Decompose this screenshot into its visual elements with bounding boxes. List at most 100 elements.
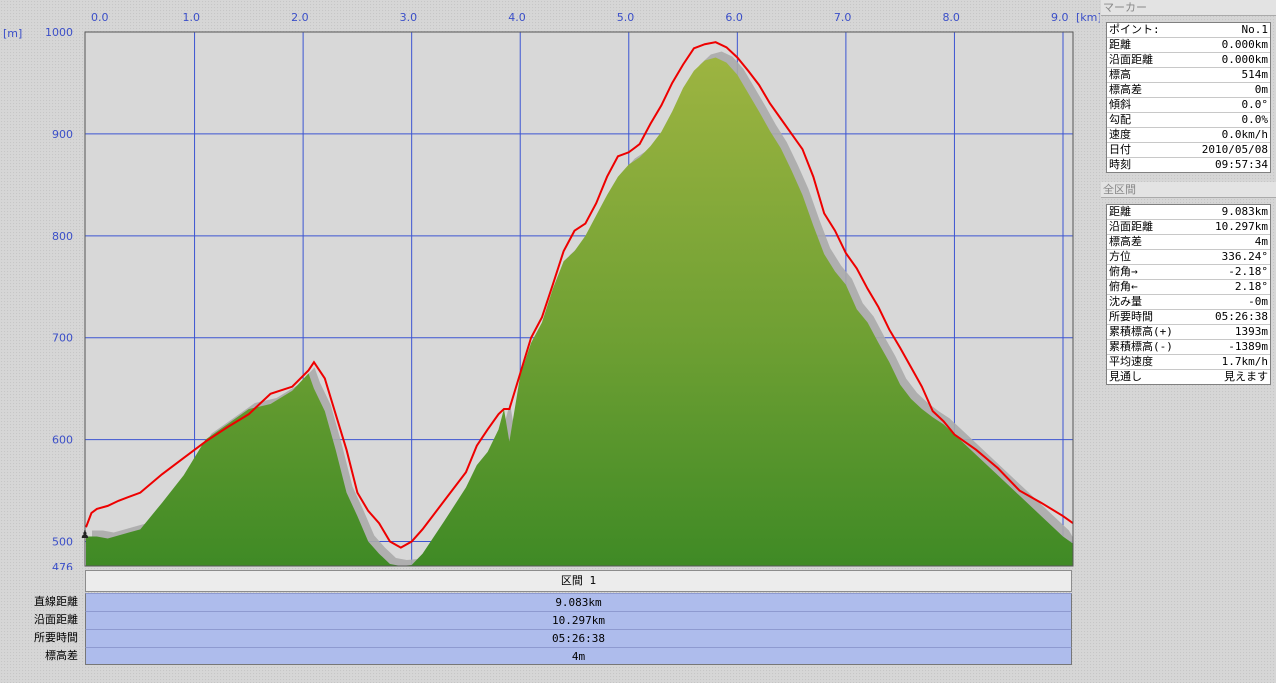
all-section-panel-title: 全区間	[1101, 182, 1276, 198]
info-row-label: 沿面距離	[1109, 220, 1153, 233]
x-tick-label: 3.0	[400, 11, 418, 24]
section-row-label: 直線距離	[34, 595, 78, 608]
info-row-value: 4m	[1254, 235, 1268, 248]
x-tick-label: 5.0	[617, 11, 635, 24]
x-tick-label: 8.0	[942, 11, 960, 24]
y-tick-label: 500	[52, 536, 73, 549]
info-row-label: 標高差	[1109, 235, 1142, 248]
marker-panel-title: マーカー	[1101, 0, 1276, 16]
x-tick-label: 7.0	[834, 11, 852, 24]
info-row: 標高 514m	[1107, 68, 1270, 83]
info-row-label: 累積標高(-)	[1109, 340, 1173, 353]
info-row-label: 傾斜	[1109, 98, 1131, 111]
info-row: 累積標高(+) 1393m	[1107, 325, 1270, 340]
info-row: 平均速度 1.7km/h	[1107, 355, 1270, 370]
section-row-value: 05:26:38	[85, 629, 1072, 647]
section-row-value: 9.083km	[85, 593, 1072, 611]
all-section-info-table: 距離 9.083km 沿面距離 10.297km 標高差 4m 方位 336.24° 俯角→ -2…	[1106, 204, 1271, 385]
info-row: 時刻 09:57:34	[1107, 158, 1270, 172]
info-row-value: 0.000km	[1221, 38, 1268, 51]
start-marker-icon[interactable]: ♟	[81, 527, 89, 542]
info-row-value: 10.297km	[1215, 220, 1268, 233]
info-row: 標高差 0m	[1107, 83, 1270, 98]
info-row: ポイント: No.1	[1107, 23, 1270, 38]
info-row-value: 9.083km	[1221, 205, 1268, 218]
info-row: 沈み量 -0m	[1107, 295, 1270, 310]
info-row: 見通し 見えます	[1107, 370, 1270, 384]
info-row-value: 0.000km	[1221, 53, 1268, 66]
info-row-label: 方位	[1109, 250, 1131, 263]
info-row: 日付 2010/05/08	[1107, 143, 1270, 158]
y-tick-label: 1000	[45, 26, 73, 39]
y-tick-label: 476	[52, 561, 73, 570]
info-row-label: 時刻	[1109, 158, 1131, 171]
section-row: 沿面距離 10.297km	[0, 611, 1073, 629]
info-row-label: 見通し	[1109, 370, 1142, 383]
info-row-value: 514m	[1241, 68, 1269, 81]
info-row-value: 05:26:38	[1215, 310, 1268, 323]
info-row-label: 累積標高(+)	[1109, 325, 1173, 338]
section-row: 所要時間 05:26:38	[0, 629, 1073, 647]
section-row: 直線距離 9.083km	[0, 593, 1073, 611]
info-row-value: -2.18°	[1228, 265, 1268, 278]
info-row-value: 336.24°	[1221, 250, 1268, 263]
plot-frame	[84, 31, 1074, 567]
info-row-label: 標高差	[1109, 83, 1142, 96]
y-unit-label: [m]	[3, 27, 22, 40]
section-summary-table: 直線距離 9.083km 沿面距離 10.297km 所要時間 05:26:38…	[0, 593, 1073, 665]
y-tick-label: 900	[52, 128, 73, 141]
elevation-chart[interactable]: [m] [km] 0.0 1.0 2.0 3.0 4.0 5.0 6.0 7.0 8.0 9.0 …	[0, 0, 1100, 570]
x-tick-label: 2.0	[291, 11, 309, 24]
y-tick-label: 700	[52, 332, 73, 345]
info-row: 傾斜 0.0°	[1107, 98, 1270, 113]
info-row: 方位 336.24°	[1107, 250, 1270, 265]
info-row-value: 2.18°	[1234, 280, 1268, 293]
info-row-label: 沈み量	[1109, 295, 1142, 308]
y-tick-label: 800	[52, 230, 73, 243]
info-row: 勾配 0.0%	[1107, 113, 1270, 128]
info-row: 距離 0.000km	[1107, 38, 1270, 53]
info-row-label: 俯角→	[1109, 265, 1138, 278]
info-row: 所要時間 05:26:38	[1107, 310, 1270, 325]
info-row: 標高差 4m	[1107, 235, 1270, 250]
info-row-value: 1393m	[1234, 325, 1268, 338]
section-row-label: 所要時間	[34, 631, 78, 644]
info-row-label: 速度	[1109, 128, 1131, 141]
info-row-value: 2010/05/08	[1201, 143, 1268, 156]
info-row: 俯角← 2.18°	[1107, 280, 1270, 295]
x-tick-label: 0.0	[91, 11, 109, 24]
info-row-label: 平均速度	[1109, 355, 1153, 368]
info-row-label: 距離	[1109, 38, 1131, 51]
info-row-label: ポイント:	[1109, 23, 1160, 36]
info-row-value: -0m	[1248, 295, 1268, 308]
info-row-value: 0.0km/h	[1221, 128, 1268, 141]
info-row-value: 1.7km/h	[1221, 355, 1268, 368]
info-row-label: 標高	[1109, 68, 1131, 81]
info-row-label: 勾配	[1109, 113, 1131, 126]
info-row-label: 所要時間	[1109, 310, 1153, 323]
x-unit-label: [km]	[1076, 11, 1100, 24]
info-row: 速度 0.0km/h	[1107, 128, 1270, 143]
info-row-value: -1389m	[1228, 340, 1268, 353]
section-row-label: 標高差	[45, 649, 78, 662]
info-row-label: 距離	[1109, 205, 1131, 218]
section-row-label: 沿面距離	[34, 613, 78, 626]
info-row: 沿面距離 10.297km	[1107, 220, 1270, 235]
info-row: 沿面距離 0.000km	[1107, 53, 1270, 68]
section-row-value: 10.297km	[85, 611, 1072, 629]
info-row-value: 0.0%	[1241, 113, 1269, 126]
x-tick-label: 1.0	[183, 11, 201, 24]
info-row: 距離 9.083km	[1107, 205, 1270, 220]
x-tick-label: 4.0	[508, 11, 526, 24]
info-row-value: 見えます	[1224, 370, 1268, 383]
info-row: 累積標高(-) -1389m	[1107, 340, 1270, 355]
info-row-label: 日付	[1109, 143, 1131, 156]
section-row-value: 4m	[85, 647, 1072, 665]
info-row-value: 0m	[1254, 83, 1268, 96]
info-row-value: 0.0°	[1241, 98, 1269, 111]
info-panel: マーカー ポイント: No.1 距離 0.000km 沿面距離 0.000km 標高 514m…	[1101, 0, 1276, 385]
x-tick-label: 6.0	[725, 11, 743, 24]
info-row-label: 俯角←	[1109, 280, 1138, 293]
section-header[interactable]: 区間 1	[85, 570, 1072, 592]
info-row-value: No.1	[1241, 23, 1269, 36]
